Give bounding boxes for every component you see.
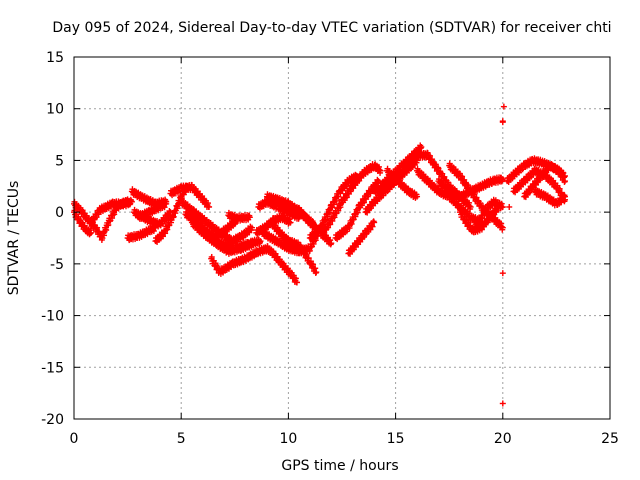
x-tick-label: 20 [494, 431, 512, 447]
chart-title: Day 095 of 2024, Sidereal Day-to-day VTE… [52, 20, 611, 36]
y-tick-label: 15 [46, 50, 64, 66]
y-tick-label: -5 [50, 257, 64, 273]
data-point [206, 203, 213, 210]
x-tick-label: 10 [279, 431, 297, 447]
x-axis-label: GPS time / hours [281, 458, 398, 474]
data-point-isolated [499, 400, 506, 407]
y-axis-label: SDTVAR / TECUs [6, 181, 22, 296]
data-point [170, 213, 177, 220]
x-tick-label: 5 [177, 431, 186, 447]
y-tick-label: 5 [55, 153, 64, 169]
x-tick-labels: 0 5 10 15 20 25 [70, 431, 619, 447]
data-point [248, 224, 255, 231]
grid-lines [74, 57, 610, 419]
x-tick-label: 15 [387, 431, 405, 447]
y-tick-label: 10 [46, 102, 64, 118]
x-tick-label: 25 [601, 431, 619, 447]
data-point-isolated [499, 270, 506, 277]
y-tick-label: -15 [41, 360, 64, 376]
data-point [128, 198, 135, 205]
x-tick-label: 0 [70, 431, 79, 447]
y-tick-label: -20 [41, 412, 64, 428]
y-tick-labels: -20 -15 -10 -5 0 5 10 15 [41, 50, 64, 428]
data-point [163, 200, 170, 207]
data-point [88, 229, 95, 236]
y-tick-label: -10 [41, 309, 64, 325]
data-point-isolated [499, 119, 506, 126]
data-points [71, 103, 568, 407]
y-tick-label: 0 [55, 205, 64, 221]
data-point-isolated [506, 203, 513, 210]
